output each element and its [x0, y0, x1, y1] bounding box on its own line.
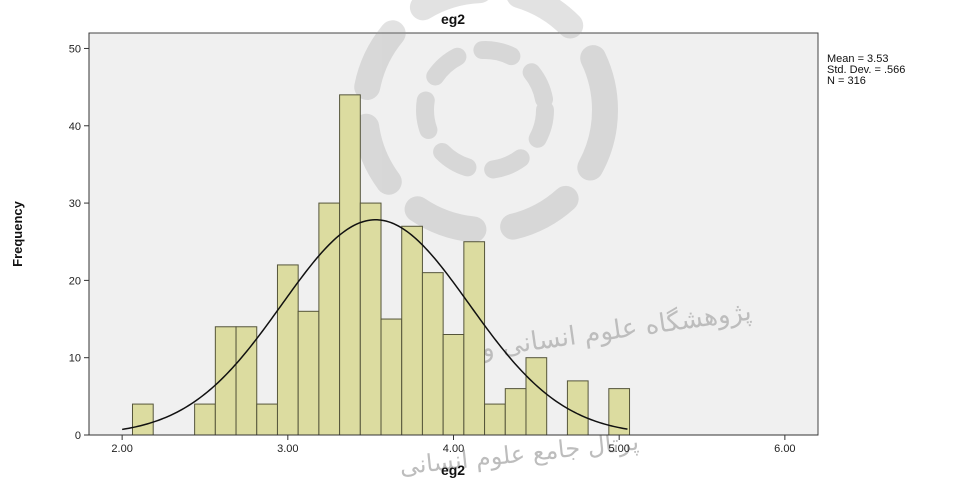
y-tick-label: 0: [75, 430, 81, 442]
x-tick-label: 4.00: [443, 443, 464, 455]
histogram-bar: [256, 403, 278, 436]
watermark-emblem: [352, 0, 618, 243]
histogram-bar: [504, 388, 527, 436]
y-axis-title: Frequency: [10, 200, 25, 267]
histogram-bar: [421, 272, 444, 436]
y-tick-label: 20: [69, 275, 81, 287]
x-tick-label: 2.00: [111, 443, 132, 455]
y-tick-label: 10: [69, 353, 81, 365]
histogram-bar: [214, 326, 237, 436]
histogram-bar: [359, 202, 382, 436]
histogram-bar: [566, 380, 589, 436]
histogram-bar: [276, 264, 299, 436]
histogram-bar: [442, 334, 465, 436]
stats-n: N = 316: [827, 75, 866, 87]
histogram-bar: [463, 241, 486, 436]
x-axis-title: eg2: [441, 462, 465, 478]
histogram-bar: [297, 310, 320, 436]
histogram-bar: [131, 403, 154, 436]
stats-mean: Mean = 3.53: [827, 53, 888, 65]
histogram-bar: [525, 357, 548, 436]
histogram-bar: [339, 94, 361, 436]
x-tick-label: 3.00: [277, 443, 298, 455]
histogram-bar: [380, 318, 403, 436]
x-axis-ticks: 2.00 3.00 4.00 5.00 6.00: [111, 435, 796, 455]
chart-title: eg2: [441, 11, 465, 27]
histogram-bars: [131, 94, 631, 436]
y-tick-label: 30: [69, 198, 81, 210]
y-axis-ticks: 0 10 20 30 40 50: [69, 43, 89, 442]
x-tick-label: 6.00: [774, 443, 795, 455]
x-tick-label: 5.00: [608, 443, 629, 455]
watermark-text-line-2: پرتال جامع علوم انسانی: [398, 428, 640, 481]
y-tick-label: 40: [69, 121, 81, 133]
histogram-bar: [401, 225, 423, 436]
histogram-bar: [484, 403, 506, 436]
stats-std-dev: Std. Dev. = .566: [827, 64, 905, 76]
histogram-bar: [194, 403, 216, 436]
normal-curve: [122, 219, 628, 431]
y-tick-label: 50: [69, 43, 81, 55]
